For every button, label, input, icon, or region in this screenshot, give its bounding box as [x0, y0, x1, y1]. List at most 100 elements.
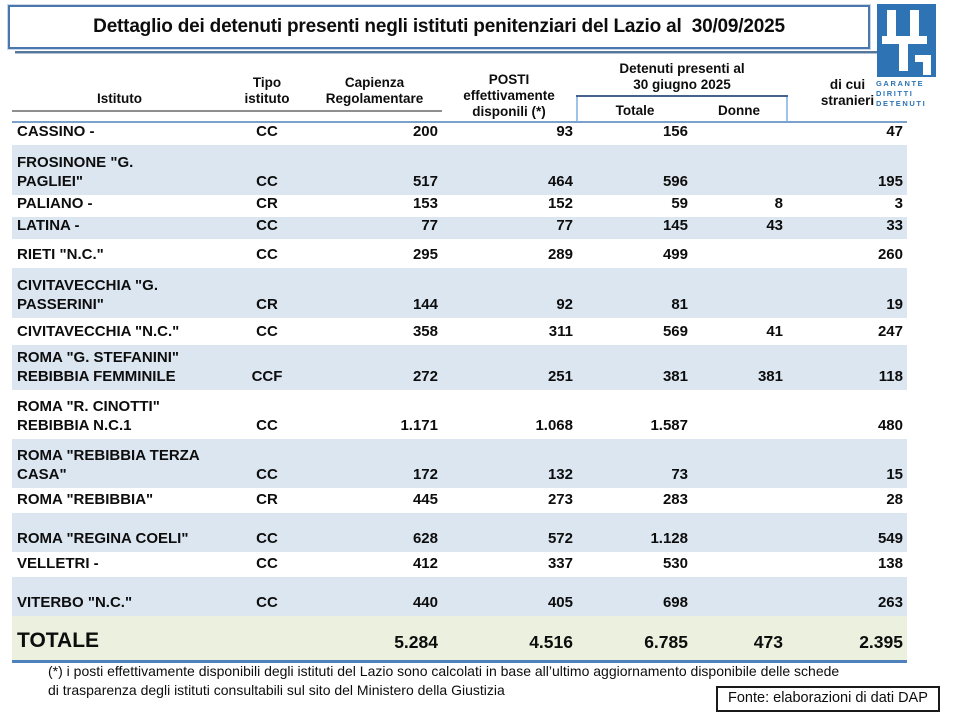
cell-stranieri: 138 — [877, 555, 903, 572]
cell-totale: 73 — [671, 466, 688, 483]
cell-donne: 41 — [766, 323, 783, 340]
title-divider — [15, 51, 935, 54]
table-row: ROMA "REBIBBIA" CR 445 273 283 28 — [12, 488, 907, 513]
col-header-stranieri: di cui stranieri — [787, 57, 907, 123]
total-row: TOTALE 5.284 4.516 6.785 473 2.395 — [12, 615, 907, 664]
cell-istituto: ROMA "REBIBBIA" — [17, 491, 154, 508]
cell-totale: 499 — [662, 246, 688, 263]
total-cell-stranieri: 2.395 — [787, 615, 907, 664]
cell-posti: 405 — [547, 594, 573, 611]
table-row: LATINA - CC 77 77 145 43 33 — [12, 216, 907, 239]
cell-totale: 145 — [662, 217, 688, 234]
total-cell-donne: 473 — [692, 615, 787, 664]
table-row: ROMA "REGINA COELI" CC 628 572 1.128 549 — [12, 512, 907, 552]
cell-stranieri: 549 — [877, 530, 903, 547]
total-cell-posti: 4.516 — [442, 615, 577, 664]
col-header-tipo-istituto: Tipo istituto — [227, 57, 307, 123]
cell-tipo: CR — [256, 195, 278, 212]
cell-totale: 283 — [662, 491, 688, 508]
col-header-totale: Totale — [576, 96, 692, 123]
cell-capienza: 272 — [412, 368, 438, 385]
cell-capienza: 445 — [412, 491, 438, 508]
table-row: ROMA "REBIBBIA TERZA CASA" CC 172 132 73 15 — [12, 438, 907, 488]
col-header-posti-disponibili: POSTI effettivamente disponili (*) — [442, 57, 577, 123]
cell-stranieri: 480 — [877, 417, 903, 434]
cell-posti: 1.068 — [535, 417, 573, 434]
cell-stranieri: 28 — [886, 491, 903, 508]
cell-tipo: CC — [256, 594, 278, 611]
cell-donne — [692, 268, 787, 318]
cell-donne: 8 — [774, 195, 783, 212]
cell-totale: 569 — [662, 323, 688, 340]
cell-capienza: 412 — [412, 555, 438, 572]
cell-posti: 311 — [548, 323, 573, 340]
total-cell-capienza: 5.284 — [307, 615, 442, 664]
cell-istituto: CASSINO - — [17, 123, 95, 140]
cell-donne — [692, 488, 787, 513]
cell-stranieri: 118 — [878, 368, 903, 385]
cell-donne — [692, 145, 787, 195]
cell-tipo: CC — [256, 246, 278, 263]
cell-capienza: 440 — [412, 594, 438, 611]
cell-donne — [692, 122, 787, 145]
cell-istituto: ROMA "REGINA COELI" — [17, 530, 189, 547]
detainees-table: Istituto Tipo istituto Capienza Regolame… — [12, 57, 907, 664]
cell-donne — [692, 390, 787, 439]
cell-stranieri: 33 — [886, 217, 903, 234]
cell-istituto: CIVITAVECCHIA "G. PASSERINI" — [17, 277, 159, 313]
cell-stranieri: 195 — [877, 173, 903, 190]
cell-istituto: VELLETRI - — [17, 555, 99, 572]
cell-stranieri: 15 — [886, 466, 903, 483]
cell-istituto: RIETI "N.C." — [17, 246, 104, 263]
cell-tipo: CC — [256, 123, 278, 140]
cell-capienza: 77 — [421, 217, 438, 234]
cell-tipo: CR — [256, 491, 278, 508]
cell-totale: 1.128 — [650, 530, 688, 547]
cell-istituto: ROMA "REBIBBIA TERZA CASA" — [17, 447, 200, 483]
table-row: PALIANO - CR 153 152 59 8 3 — [12, 195, 907, 217]
footnote: (*) i posti effettivamente disponibili d… — [48, 663, 840, 698]
cell-tipo: CC — [256, 417, 278, 434]
cell-donne: 381 — [757, 368, 783, 385]
cell-istituto: ROMA "R. CINOTTI" REBIBBIA N.C.1 — [17, 398, 160, 434]
cell-capienza: 358 — [412, 323, 438, 340]
table-row: VELLETRI - CC 412 337 530 138 — [12, 552, 907, 577]
cell-posti: 289 — [547, 246, 573, 263]
cell-donne — [692, 552, 787, 577]
cell-totale: 698 — [662, 594, 688, 611]
total-cell-totale: 6.785 — [577, 615, 692, 664]
cell-posti: 251 — [547, 368, 573, 385]
cell-donne — [692, 513, 787, 552]
cell-totale: 530 — [662, 555, 688, 572]
col-header-capienza: Capienza Regolamentare — [307, 57, 442, 123]
total-label: TOTALE — [12, 615, 227, 664]
table-row: FROSINONE "G. PAGLIEI" CC 517 464 596 195 — [12, 144, 907, 195]
cell-totale: 596 — [662, 173, 688, 190]
cell-donne — [692, 577, 787, 616]
cell-totale: 81 — [671, 296, 688, 313]
col-header-detenuti-presenti: Detenuti presenti al 30 giugno 2025 — [577, 57, 787, 97]
cell-capienza: 517 — [412, 173, 438, 190]
cell-totale: 156 — [662, 123, 688, 140]
cell-stranieri: 260 — [877, 246, 903, 263]
cell-tipo: CC — [256, 530, 278, 547]
cell-stranieri: 263 — [877, 594, 903, 611]
cell-istituto: LATINA - — [17, 217, 80, 234]
cell-capienza: 172 — [412, 466, 438, 483]
cell-donne — [692, 439, 787, 488]
cell-tipo: CC — [256, 217, 278, 234]
page-title: Dettaglio dei detenuti presenti negli is… — [93, 16, 785, 37]
cell-istituto: CIVITAVECCHIA "N.C." — [17, 323, 180, 340]
cell-totale: 1.587 — [650, 417, 688, 434]
cell-posti: 132 — [547, 466, 573, 483]
table-row: CIVITAVECCHIA "N.C." CC 358 311 569 41 247 — [12, 318, 907, 345]
table-header: Istituto Tipo istituto Capienza Regolame… — [12, 57, 907, 123]
source-box: Fonte: elaborazioni di dati DAP — [716, 686, 940, 712]
table-body: CASSINO - CC 200 93 156 47 FROSINONE "G. PAGLI… — [12, 122, 907, 616]
cell-capienza: 200 — [412, 123, 438, 140]
table-row: RIETI "N.C." CC 295 289 499 260 — [12, 239, 907, 268]
cell-posti: 337 — [547, 555, 573, 572]
cell-istituto: VITERBO "N.C." — [17, 594, 133, 611]
col-header-istituto: Istituto — [12, 57, 227, 123]
